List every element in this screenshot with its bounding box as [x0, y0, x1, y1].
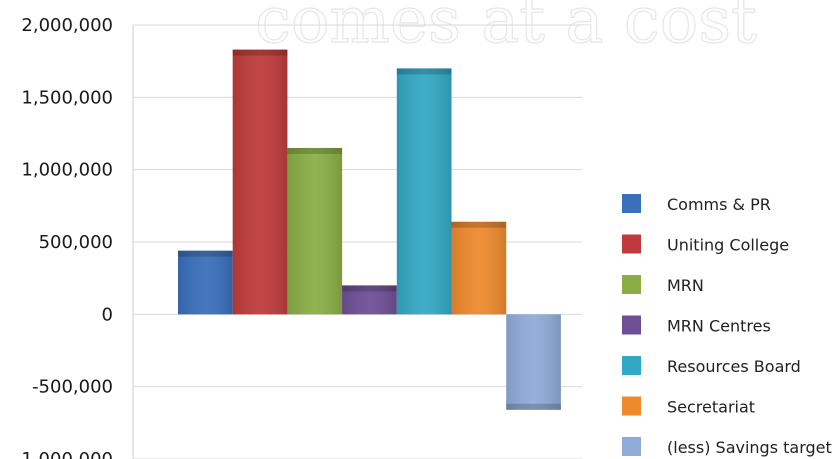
- legend-label: Secretariat: [667, 398, 755, 417]
- legend-swatch: [622, 356, 641, 375]
- bars: [178, 49, 561, 410]
- legend-label: Uniting College: [667, 236, 789, 255]
- y-tick-label: 1,500,000: [21, 87, 113, 108]
- bar-shading: [178, 250, 233, 315]
- legend-label: Resources Board: [667, 357, 801, 376]
- legend: Comms & PR Uniting College MRN MRN Centres R…: [622, 194, 832, 457]
- y-tick-label: 1,000,000: [21, 160, 113, 181]
- bar-shading: [396, 68, 452, 315]
- legend-swatch: [622, 194, 641, 213]
- bar-cap: [506, 403, 561, 410]
- legend-swatch: [622, 437, 641, 456]
- legend-label: Comms & PR: [667, 195, 771, 214]
- bar-cap: [342, 285, 397, 292]
- bar-shading: [451, 221, 507, 315]
- bar-1: [178, 250, 233, 315]
- bar-shading: [342, 285, 397, 315]
- bar-cap: [451, 221, 507, 228]
- legend-item: MRN: [622, 275, 704, 295]
- bar-4: [342, 285, 397, 315]
- legend-label: (less) Savings target: [667, 438, 832, 457]
- gridlines: [133, 24, 582, 459]
- legend-item: Uniting College: [622, 234, 789, 255]
- legend-item: Comms & PR: [622, 194, 771, 214]
- y-tick-label: 0: [102, 304, 113, 325]
- legend-label: MRN: [667, 276, 704, 295]
- bar-cap: [232, 49, 288, 56]
- y-axis: 2,000,000 1,500,000 1,000,000 500,000 0 -500,…: [15, 15, 134, 459]
- legend-swatch: [622, 234, 641, 254]
- bar-cap: [287, 147, 343, 154]
- y-tick-label: -500,000: [32, 377, 113, 398]
- y-tick-label: 2,000,000: [21, 15, 113, 36]
- legend-swatch: [622, 396, 641, 416]
- bar-3: [287, 147, 343, 315]
- legend-item: Resources Board: [622, 356, 801, 376]
- legend-label: MRN Centres: [667, 317, 771, 336]
- bar-cap: [178, 250, 233, 257]
- bar-shading: [232, 49, 288, 315]
- bar-cap: [396, 68, 452, 75]
- legend-item: Secretariat: [622, 396, 755, 417]
- bar-6: [451, 221, 507, 315]
- bar-shading: [506, 314, 561, 410]
- bar-shading: [287, 147, 343, 315]
- legend-swatch: [622, 275, 641, 294]
- y-tick-label: -1,000,000: [15, 449, 113, 459]
- legend-swatch: [622, 315, 641, 335]
- background-title: comes at a cost: [255, 0, 757, 58]
- legend-item: MRN Centres: [622, 315, 771, 336]
- legend-item: (less) Savings target: [622, 437, 832, 457]
- y-tick-label: 500,000: [39, 232, 113, 253]
- bar-7: [506, 314, 561, 410]
- bar-2: [232, 49, 288, 315]
- bar-5: [396, 68, 452, 315]
